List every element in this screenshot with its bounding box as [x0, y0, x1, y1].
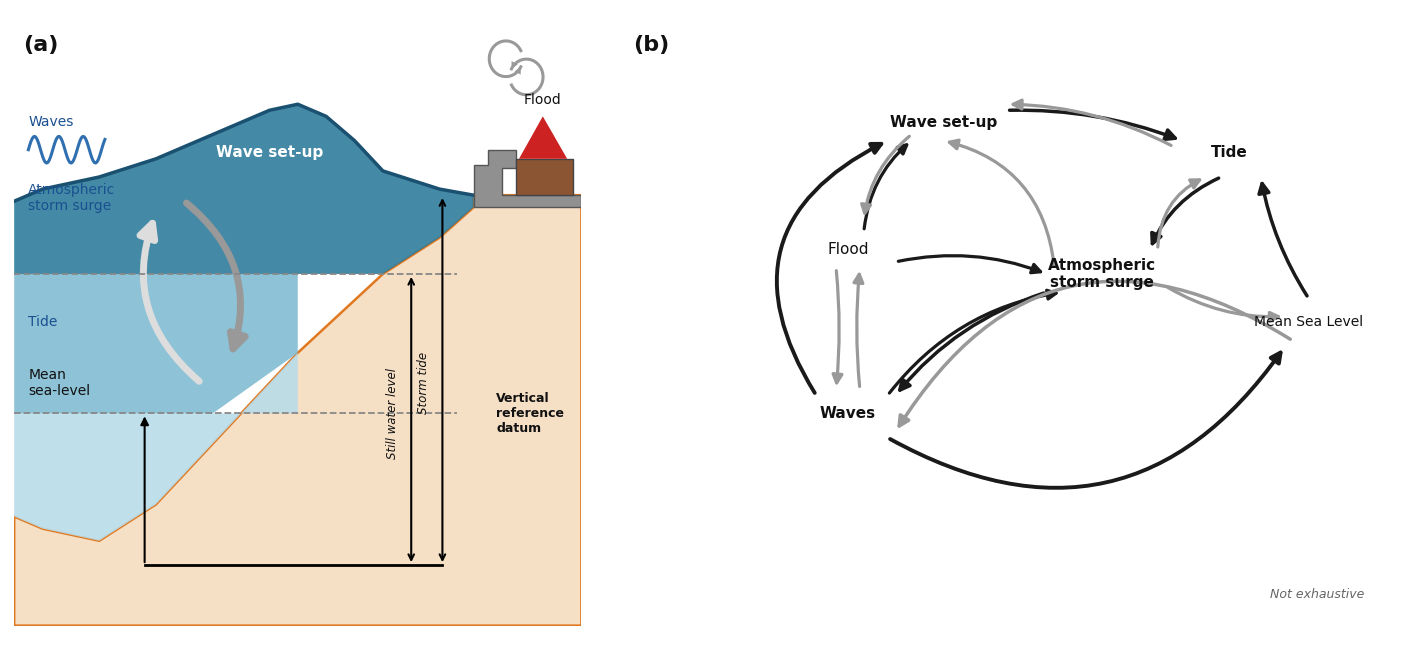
Text: Waves: Waves [820, 406, 876, 421]
Text: (b): (b) [634, 35, 669, 55]
Polygon shape [474, 150, 581, 207]
Text: Tide: Tide [1211, 145, 1248, 160]
Text: Mean Sea Level: Mean Sea Level [1254, 315, 1363, 330]
Text: Waves: Waves [28, 115, 74, 130]
Text: Still water level: Still water level [386, 368, 398, 459]
Text: Tide: Tide [28, 315, 58, 330]
Polygon shape [519, 116, 567, 159]
Text: Atmospheric
storm surge: Atmospheric storm surge [1048, 258, 1156, 290]
Polygon shape [14, 274, 298, 413]
Polygon shape [14, 104, 474, 274]
Text: Not exhaustive: Not exhaustive [1269, 588, 1364, 601]
Text: Atmospheric
storm surge: Atmospheric storm surge [28, 183, 116, 213]
Text: Storm tide: Storm tide [417, 352, 430, 414]
Bar [516, 159, 573, 195]
Polygon shape [14, 195, 581, 626]
Text: Vertical
reference
datum: Vertical reference datum [496, 392, 564, 435]
Text: Wave set-up: Wave set-up [216, 145, 323, 160]
Text: Flood: Flood [827, 243, 869, 257]
Text: (a): (a) [23, 35, 58, 55]
Text: Flood: Flood [523, 94, 562, 107]
Text: Mean
sea-level: Mean sea-level [28, 368, 91, 398]
Polygon shape [14, 353, 298, 541]
Text: Wave set-up: Wave set-up [889, 115, 997, 130]
